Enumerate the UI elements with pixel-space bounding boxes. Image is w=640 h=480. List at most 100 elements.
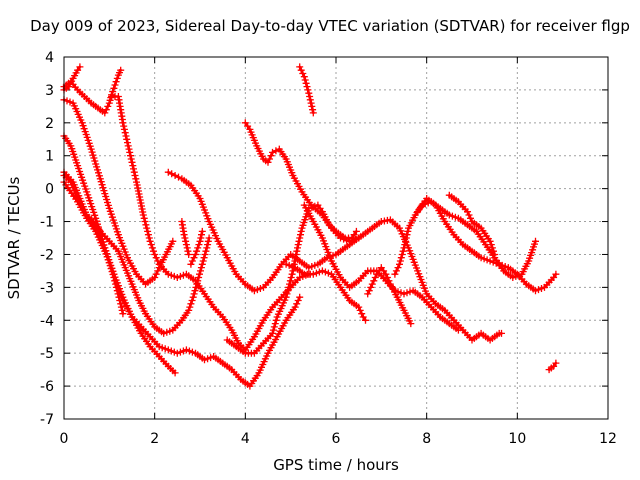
data-point (121, 128, 130, 137)
data-point (198, 227, 207, 236)
data-point (130, 171, 140, 180)
data-point (149, 247, 158, 256)
data-point (193, 243, 202, 253)
series-line (62, 174, 302, 388)
data-point (128, 161, 137, 170)
series-arc-2 (59, 66, 125, 118)
series-arc-19 (413, 194, 561, 295)
y-tick-label: 2 (45, 116, 54, 132)
data-point (140, 214, 149, 223)
y-tick-labels: -7 -6 -5 -4 -3 -2 -1 0 1 2 3 4 (40, 50, 54, 428)
x-tick-label: 10 (508, 431, 526, 447)
data-point (304, 89, 313, 98)
data-point (129, 164, 138, 174)
data-point (110, 80, 120, 90)
data-point (272, 316, 281, 325)
data-point (198, 260, 207, 269)
data-point (307, 102, 316, 111)
series-arc-7 (59, 171, 304, 391)
data-point (287, 273, 296, 282)
y-tick-label: -6 (40, 379, 54, 395)
y-tick-label: 4 (45, 50, 54, 66)
data-point (197, 230, 206, 239)
data-point (141, 220, 151, 229)
plot-frame (63, 56, 609, 420)
data-point (199, 253, 209, 262)
y-tick-label: -7 (40, 412, 54, 428)
data-point (125, 148, 134, 157)
data-point (398, 247, 408, 256)
chart-title: Day 009 of 2023, Sidereal Day-to-day VTE… (30, 17, 630, 35)
series-arc-18 (390, 197, 540, 282)
data-point (204, 233, 214, 243)
data-point (397, 253, 406, 262)
data-point (111, 77, 121, 86)
data-point (189, 289, 199, 299)
data-point (197, 263, 206, 272)
data-point (145, 233, 154, 243)
y-tick-label: -5 (40, 346, 54, 362)
data-point (145, 237, 155, 246)
series-arc-15 (281, 260, 370, 325)
x-tick-label: 2 (150, 431, 159, 447)
data-point (189, 293, 198, 302)
data-point (302, 82, 312, 91)
data-point (305, 92, 314, 101)
data-point (180, 233, 190, 243)
y-tick-label: 1 (45, 149, 54, 165)
data-point (306, 98, 316, 108)
data-point (200, 250, 210, 259)
y-axis-label: SDTVAR / TECUs (5, 176, 23, 299)
series-arc-17 (363, 263, 415, 328)
data-point (123, 138, 132, 147)
data-point (303, 85, 313, 95)
series-arc-3 (59, 95, 177, 289)
data-point (297, 227, 306, 236)
series-arc-1 (59, 62, 85, 95)
data-point (126, 151, 135, 160)
data-point (292, 247, 301, 256)
data-point (120, 125, 129, 134)
data-point (147, 240, 156, 249)
x-tick-label: 6 (332, 431, 341, 447)
data-point (131, 174, 140, 183)
series-arc-14 (295, 62, 318, 118)
data-point (203, 240, 212, 249)
data-point (309, 108, 318, 118)
data-point (182, 240, 191, 249)
data-series (59, 62, 561, 391)
y-tick-label: -2 (40, 247, 54, 263)
data-point (270, 322, 279, 332)
series-arc-4 (107, 92, 313, 355)
series-arc-21 (544, 358, 561, 374)
data-point (192, 247, 201, 256)
data-point (140, 217, 150, 226)
y-tick-label: -3 (40, 280, 54, 296)
grid-lines (64, 57, 608, 419)
data-point (294, 237, 304, 246)
data-point (195, 237, 205, 246)
data-point (296, 230, 305, 239)
data-point (194, 240, 204, 249)
data-point (144, 230, 153, 239)
data-point (293, 243, 302, 253)
data-point (124, 141, 133, 151)
data-point (130, 168, 139, 177)
data-point (301, 75, 310, 85)
y-tick-label: -1 (40, 215, 54, 231)
data-point (118, 309, 128, 318)
data-point (122, 135, 131, 144)
x-tick-labels: 0 2 4 6 8 10 12 (60, 431, 617, 447)
y-tick-label: -4 (40, 313, 54, 329)
data-point (148, 243, 157, 253)
data-point (204, 237, 213, 246)
data-point (179, 230, 189, 239)
data-point (398, 250, 407, 259)
x-tick-label: 4 (241, 431, 250, 447)
data-point (187, 296, 197, 305)
data-point (201, 247, 211, 256)
series-arc-9 (164, 168, 506, 345)
data-point (142, 223, 151, 233)
series-arc-8 (59, 177, 180, 378)
data-point (181, 237, 190, 246)
